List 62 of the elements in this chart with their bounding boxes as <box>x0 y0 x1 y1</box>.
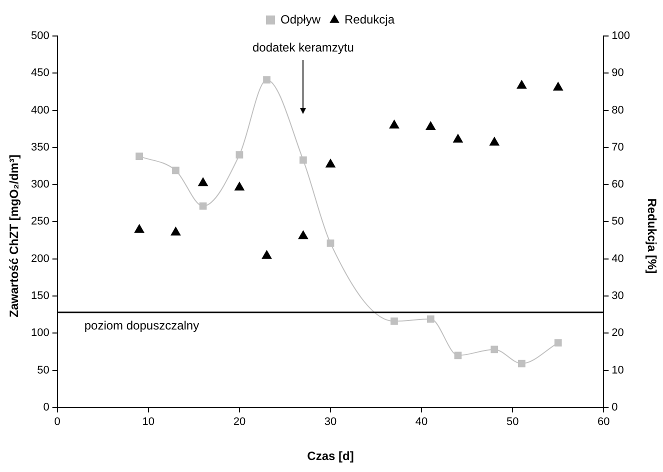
point <box>136 152 143 160</box>
y2-tick-label: 70 <box>612 141 624 154</box>
point <box>134 224 144 233</box>
x-tick-label: 50 <box>506 416 519 428</box>
x-tick-label: 20 <box>233 416 246 428</box>
point <box>236 151 244 159</box>
y2-tick-label: 80 <box>612 104 624 116</box>
point <box>170 226 181 236</box>
y2-tick-label: 30 <box>612 290 624 302</box>
point <box>325 158 336 168</box>
y-tick-label: 450 <box>30 67 50 80</box>
x-tick-label: 0 <box>54 416 60 428</box>
y-tick-label: 300 <box>30 178 50 191</box>
point <box>390 318 398 325</box>
x-tick-label: 40 <box>415 416 428 428</box>
y-tick-label: 50 <box>37 364 50 376</box>
point <box>234 182 245 191</box>
y-tick-label: 150 <box>30 290 50 302</box>
point <box>554 339 562 346</box>
legend-label: Redukcja <box>344 12 395 26</box>
y2-tick-label: 40 <box>612 252 624 265</box>
y2-tick-label: 60 <box>612 178 624 191</box>
point <box>516 80 527 89</box>
point <box>300 156 307 164</box>
point <box>452 134 464 143</box>
point <box>389 120 400 129</box>
point <box>426 315 434 323</box>
point <box>425 120 436 130</box>
y2-tick-label: 50 <box>612 216 624 228</box>
point <box>518 360 526 368</box>
x-tick-label: 30 <box>324 416 337 428</box>
x-tick-label: 60 <box>598 416 610 428</box>
point <box>490 346 498 354</box>
ref-line-label: poziom dopuszczalny <box>84 318 200 333</box>
legend-label: Odpływ <box>280 12 321 26</box>
y2-tick-label: 100 <box>612 30 630 42</box>
y-tick-label: 350 <box>30 141 50 154</box>
point <box>198 177 208 186</box>
point <box>298 230 308 240</box>
x-axis-title: Czas [d] <box>307 449 354 464</box>
point <box>199 202 207 210</box>
y-tick-label: 0 <box>43 401 50 414</box>
y2-axis-title: Redukcja [%] <box>645 198 659 274</box>
y2-tick-label: 90 <box>612 67 624 80</box>
point <box>489 136 500 146</box>
y-axis-title: Zawartość ChZT [mgO₂/dm³] <box>7 154 21 318</box>
y-tick-label: 400 <box>30 104 50 116</box>
y2-tick-label: 0 <box>612 401 618 414</box>
point <box>552 82 564 91</box>
point <box>172 166 180 174</box>
y-tick-label: 500 <box>30 30 50 42</box>
y-tick-label: 100 <box>30 327 50 340</box>
y-tick-label: 250 <box>30 216 50 228</box>
point <box>262 250 272 259</box>
y2-tick-label: 10 <box>612 364 624 376</box>
y-tick-label: 200 <box>30 252 50 265</box>
point <box>454 352 462 360</box>
x-tick-label: 10 <box>142 416 155 428</box>
point <box>263 76 270 84</box>
point <box>326 240 334 247</box>
y2-tick-label: 20 <box>612 327 624 340</box>
annotation: dodatek keramzytu <box>252 40 354 54</box>
